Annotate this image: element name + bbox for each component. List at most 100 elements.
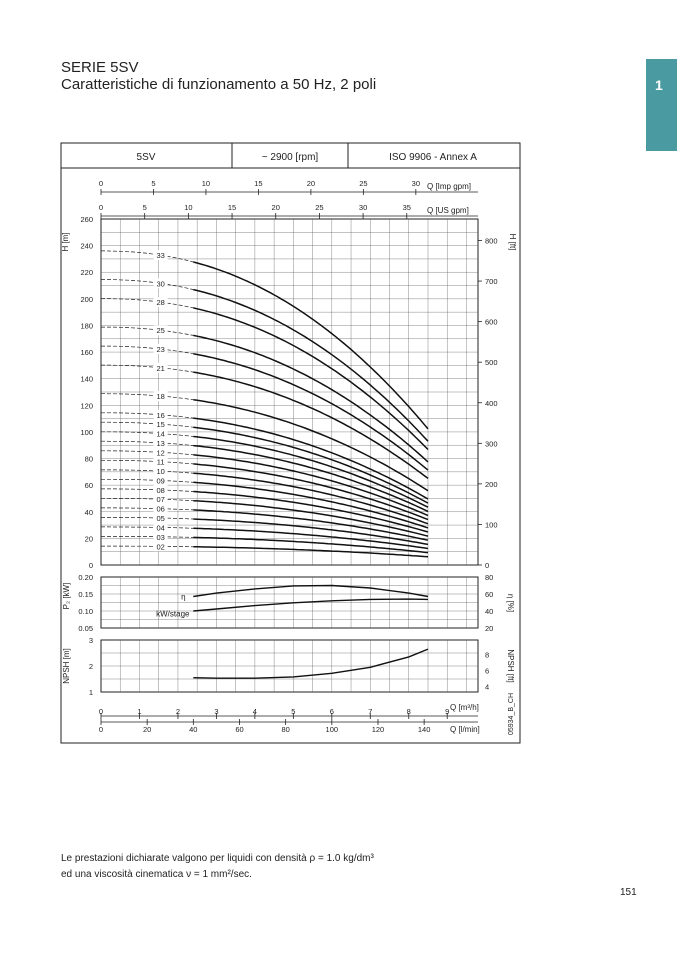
p-kw-tick-label: 0.10 [78,607,93,616]
npsh-m-axis-label: NPSH [m] [62,648,71,684]
stage-label-12: 12 [156,448,164,457]
stage-label-bg [153,531,168,542]
stage-label-bg [153,466,168,477]
stage-label-04: 04 [156,523,164,532]
stage-label-bg [153,456,168,467]
head-curve-dashed-16 [101,412,194,419]
head-curve-04 [193,527,429,550]
imp-gpm-tick-label: 0 [99,179,103,188]
stage-label-15: 15 [156,420,164,429]
imp-gpm-tick-label: 10 [202,179,210,188]
h-m-tick-label: 220 [80,268,93,277]
h-ft-tick-label: 100 [485,520,498,529]
lmin-tick-label: 80 [281,725,289,734]
head-curve-dashed-12 [101,450,194,456]
stage-label-bg [153,503,168,514]
h-m-tick-label: 160 [80,348,93,357]
head-curve-23 [193,353,429,471]
stage-label-bg [153,419,168,430]
p-kw-tick-label: 0.05 [78,624,93,633]
lmin-tick-label: 60 [235,725,243,734]
efficiency-curve [193,584,429,598]
imp-gpm-tick-label: 20 [307,179,315,188]
head-curve-12 [193,454,429,517]
us-gpm-axis: 0 5 10 15 20 25 30 35 [99,203,478,219]
head-curve-dashed-21 [101,364,194,373]
stage-label-09: 09 [156,476,164,485]
head-curve-dashed-06 [101,507,194,511]
head-panel: 0204060801001201401601802002202402600100… [80,215,497,570]
head-curve-15 [193,426,429,504]
h-m-tick-label: 20 [85,534,93,543]
head-curve-07 [193,499,429,537]
head-curve-dashed-03 [101,536,194,538]
us-gpm-tick-label: 0 [99,203,103,212]
head-curve-16 [193,417,429,500]
footnote-line-1: Le prestazioni dichiarate valgono per li… [61,853,374,864]
p-kw-axis-label: P₂ [kW] [62,583,71,610]
h-ft-tick-label: 500 [485,358,498,367]
head-curve-33 [193,261,429,430]
stage-label-bg [153,541,168,552]
imp-gpm-tick-label: 30 [412,179,420,188]
lmin-axis-label: Q [l/min] [450,725,480,734]
stage-label-bg [153,437,168,448]
stage-label-07: 07 [156,495,164,504]
lmin-tick-label: 100 [326,725,339,734]
head-curve-dashed-18 [101,393,194,401]
head-curve-dashed-13 [101,440,194,446]
section-tab: 1 [646,59,677,151]
m3h-tick-label: 5 [291,707,295,716]
head-curve-dashed-30 [101,279,194,290]
stage-label-06: 06 [156,505,164,514]
header-model: 5SV [137,152,156,163]
us-gpm-tick-label: 15 [228,203,236,212]
h-m-tick-label: 100 [80,428,93,437]
imp-gpm-axis: 0 5 10 15 20 25 30 [99,179,478,195]
h-m-tick-label: 260 [80,215,93,224]
imp-gpm-tick-label: 15 [254,179,262,188]
series-title: SERIE 5SV [61,59,139,76]
stage-label-10: 10 [156,467,164,476]
stage-label-bg [153,278,168,289]
stage-label-14: 14 [156,430,164,439]
m3h-tick-label: 8 [407,707,411,716]
header-standard: ISO 9906 - Annex A [389,152,477,163]
stage-label-25: 25 [156,326,164,335]
head-curve-10 [193,472,429,525]
h-m-tick-label: 120 [80,401,93,410]
h-m-axis-label: H [m] [61,232,70,251]
us-gpm-tick-label: 25 [315,203,323,212]
h-m-tick-label: 200 [80,295,93,304]
npsh-curve [193,648,429,679]
h-ft-tick-label: 300 [485,439,498,448]
stage-label-08: 08 [156,486,164,495]
head-curve-25 [193,334,429,463]
npsh-m-tick-label: 3 [89,636,93,645]
stage-label-bg [153,409,168,420]
eta-tick-label: 40 [485,607,493,616]
h-m-tick-label: 60 [85,481,93,490]
head-curve-dashed-23 [101,345,194,355]
h-ft-tick-label: 0 [485,561,489,570]
npsh-ft-tick-label: 4 [485,682,489,691]
m3h-tick-label: 3 [214,707,218,716]
stage-label-05: 05 [156,514,164,523]
head-curve-02 [193,546,429,558]
stage-label-bg [153,391,168,402]
stage-label-03: 03 [156,533,164,542]
head-curve-30 [193,288,429,442]
h-ft-tick-label: 200 [485,480,498,489]
eta-tick-label: 80 [485,573,493,582]
head-curve-dashed-33 [101,250,194,263]
h-ft-tick-label: 600 [485,318,498,327]
lmin-tick-label: 0 [99,725,103,734]
stage-label-bg [153,447,168,458]
h-m-tick-label: 180 [80,321,93,330]
h-m-tick-label: 240 [80,242,93,251]
m3h-tick-label: 1 [137,707,141,716]
head-curve-dashed-02 [101,545,194,548]
h-ft-axis-label: H [ft] [508,234,517,251]
stage-label-bg [153,362,168,373]
